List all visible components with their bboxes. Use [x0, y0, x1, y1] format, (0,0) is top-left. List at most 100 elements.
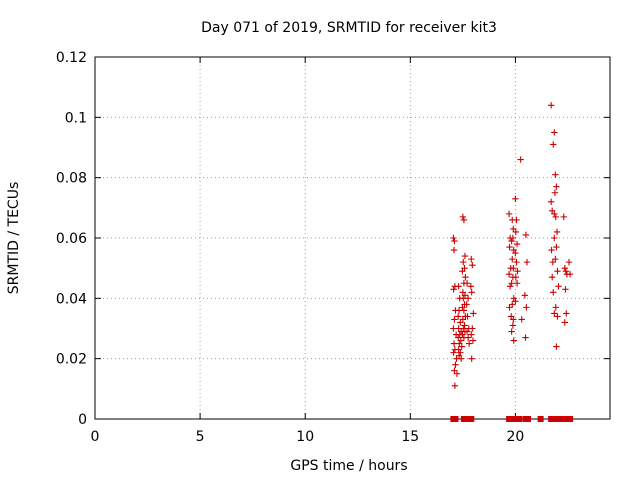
- data-point: [553, 228, 561, 236]
- data-point: [506, 304, 513, 311]
- data-point: [508, 416, 515, 422]
- data-point: [522, 231, 530, 239]
- data-point: [560, 213, 567, 221]
- data-point: [459, 304, 466, 311]
- data-point: [551, 210, 558, 218]
- data-point: [450, 246, 458, 254]
- data-point: [465, 340, 473, 347]
- y-tick-label: 0.02: [56, 352, 87, 368]
- grid-lines: [95, 57, 610, 419]
- data-point: [567, 416, 574, 422]
- data-point: [450, 234, 457, 242]
- data-point: [565, 258, 573, 266]
- x-axis-label: GPS time / hours: [290, 458, 407, 474]
- data-points: [450, 102, 574, 422]
- data-point: [509, 234, 517, 242]
- data-point: [508, 237, 515, 245]
- data-point: [509, 322, 517, 329]
- data-point: [537, 416, 544, 422]
- data-point: [455, 283, 462, 290]
- data-point: [549, 258, 557, 266]
- data-point: [521, 292, 529, 299]
- data-point: [555, 283, 562, 290]
- data-point: [552, 304, 559, 311]
- data-point: [518, 316, 525, 323]
- x-tick-label: 0: [91, 429, 100, 445]
- data-point: [550, 289, 557, 296]
- data-point: [508, 280, 515, 287]
- data-point: [561, 264, 569, 272]
- data-point: [516, 416, 523, 422]
- data-point: [525, 416, 532, 422]
- data-point: [457, 349, 464, 356]
- data-point: [469, 261, 476, 269]
- data-point: [468, 289, 475, 296]
- data-point: [553, 343, 560, 350]
- data-point: [550, 141, 557, 148]
- data-point: [457, 355, 465, 362]
- data-point: [451, 237, 458, 245]
- data-point: [508, 328, 515, 335]
- data-point: [452, 416, 459, 422]
- data-point: [552, 171, 559, 178]
- axis-ticks: 0 0.02 0.04 0.06 0.08 0.1 0.12 0 5 10 15 20: [56, 50, 610, 445]
- data-point: [514, 267, 521, 275]
- data-point: [469, 337, 477, 344]
- data-point: [464, 295, 472, 302]
- data-point: [510, 246, 517, 254]
- data-point: [554, 416, 561, 422]
- data-point: [512, 274, 520, 281]
- data-point: [451, 316, 458, 323]
- data-point: [509, 301, 516, 308]
- data-point: [459, 316, 467, 323]
- data-point: [523, 258, 531, 266]
- data-point: [547, 102, 555, 109]
- data-point: [562, 286, 569, 293]
- data-point: [523, 304, 530, 311]
- data-point: [551, 234, 558, 242]
- data-point: [468, 355, 475, 362]
- x-tick-label: 5: [196, 429, 205, 445]
- data-point: [459, 213, 467, 221]
- data-point: [460, 258, 467, 266]
- data-point: [510, 337, 517, 344]
- y-tick-label: 0.08: [56, 171, 87, 187]
- data-point: [459, 331, 466, 338]
- data-point: [554, 267, 561, 275]
- data-point: [551, 310, 558, 317]
- data-point: [455, 313, 462, 320]
- data-point: [512, 195, 519, 202]
- data-point: [505, 271, 513, 278]
- data-point: [453, 370, 461, 377]
- data-point: [513, 240, 521, 248]
- data-point: [452, 361, 459, 368]
- data-point: [455, 346, 462, 353]
- data-point: [463, 280, 471, 287]
- data-point: [464, 313, 471, 320]
- y-tick-label: 0.12: [56, 50, 87, 66]
- y-tick-label: 0: [78, 412, 87, 428]
- data-point: [552, 213, 559, 221]
- data-point: [459, 267, 466, 275]
- data-point: [470, 310, 477, 317]
- y-axis-label: SRMTID / TECUs: [6, 182, 22, 295]
- data-point: [553, 243, 560, 251]
- data-point: [551, 129, 558, 136]
- data-point: [547, 198, 555, 205]
- data-point: [554, 313, 561, 320]
- data-point: [463, 301, 470, 308]
- data-point: [461, 322, 468, 329]
- x-tick-label: 10: [296, 429, 314, 445]
- data-point: [451, 382, 459, 390]
- data-point: [450, 349, 457, 356]
- data-point: [461, 252, 469, 260]
- data-point: [506, 283, 514, 290]
- data-point: [513, 216, 520, 224]
- data-point: [561, 319, 569, 326]
- data-point: [468, 416, 475, 422]
- y-tick-label: 0.04: [56, 291, 87, 307]
- y-tick-label: 0.1: [65, 110, 87, 126]
- data-point: [512, 228, 520, 236]
- plot-frame: [94, 56, 611, 420]
